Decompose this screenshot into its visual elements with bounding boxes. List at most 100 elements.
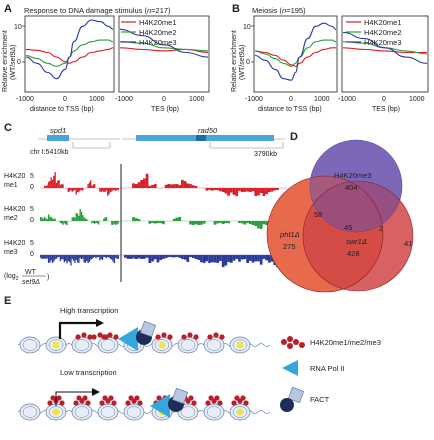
track-bar: [270, 188, 274, 192]
track-bar: [240, 188, 244, 192]
track-bar: [172, 218, 176, 221]
track-bar: [47, 182, 50, 188]
variant-histone-icon: [236, 341, 244, 349]
histone-mark-icon: [205, 400, 211, 406]
rna-pol-ii-legend-icon: [282, 360, 298, 376]
track-bar: [172, 184, 176, 188]
track-bar: [132, 255, 135, 259]
panel-b-xtick: 0: [289, 96, 293, 103]
track-bar: [178, 255, 182, 258]
variant-histone-icon: [52, 341, 60, 349]
track-bar: [229, 188, 233, 193]
fact-legend-icon: [280, 386, 305, 412]
track-bar: [40, 216, 42, 221]
track-bar: [259, 188, 263, 194]
track-bar: [50, 216, 52, 221]
track-bar: [159, 255, 163, 261]
track-bar: [175, 184, 179, 188]
track-bar: [104, 217, 106, 221]
track-bar: [62, 184, 64, 188]
histone-mark-icon: [101, 334, 107, 340]
track-bar: [62, 255, 64, 260]
track-bar: [132, 183, 135, 188]
panel-b-legend: H4K20me1 H4K20me2 H4K20me3: [346, 18, 402, 47]
track-bar: [113, 255, 116, 264]
track-bar: [159, 221, 163, 224]
panel-label-d: D: [290, 131, 298, 143]
track-bar: [65, 221, 67, 225]
variant-histone-icon: [158, 341, 166, 349]
track-bar: [238, 188, 241, 191]
track-bar: [95, 221, 97, 223]
track-bar: [235, 188, 239, 197]
histone-mark-icon: [75, 334, 81, 340]
panel-a-ytick-mid: 0: [17, 59, 21, 66]
track-bar: [109, 255, 112, 259]
track-bar: [49, 180, 51, 188]
track-bar: [178, 185, 182, 188]
svg-text:Relative enrichment: Relative enrichment: [231, 30, 238, 92]
track-bar: [153, 255, 157, 260]
track-bar: [167, 255, 171, 258]
rna-pol-ii-icon: [150, 394, 170, 418]
track-bar: [91, 185, 93, 188]
legend-me2: H4K20me2: [139, 28, 177, 37]
histone-mark-icon: [193, 334, 199, 340]
track-bar: [115, 221, 117, 226]
track-bar: [210, 188, 214, 191]
venn-overlap-shade: [310, 140, 402, 232]
track-bar: [189, 184, 192, 188]
track-bar: [221, 255, 225, 268]
track-bar: [107, 255, 109, 257]
panel-b-xtick: 0: [382, 96, 386, 103]
panel-a-xtick: 1000: [89, 96, 105, 103]
track-bar: [259, 221, 263, 229]
track-bar: [243, 221, 247, 225]
histone-mark-icon: [234, 395, 240, 401]
venn-right-label: swr1Δ: [346, 237, 367, 246]
track-bar: [79, 188, 81, 191]
high-transcription-label: High transcription: [60, 306, 118, 315]
track-bar: [71, 217, 73, 221]
track-bar: [221, 188, 225, 192]
histone-mark-icon: [155, 334, 161, 340]
svg-text:H4K20: H4K20: [4, 173, 26, 180]
track-bar: [93, 255, 96, 257]
histone-mark-icon: [167, 334, 173, 340]
panel-b-tss-lines: [254, 22, 337, 81]
histone-mark-icon: [73, 400, 79, 406]
track-bar: [197, 255, 201, 260]
histone-mark-icon: [87, 334, 93, 340]
panel-label-e: E: [4, 295, 11, 307]
track-bar: [216, 188, 220, 191]
track-bar: [87, 184, 89, 188]
track-bar: [45, 186, 47, 188]
legend-me1: H4K20me1: [364, 18, 402, 27]
track-bar: [205, 188, 209, 191]
panel-b-ylabel: Relative enrichment (WT/set9Δ): [231, 30, 246, 92]
svg-text:(WT/set9Δ): (WT/set9Δ): [239, 45, 246, 80]
track-bar: [137, 219, 141, 221]
panel-a-tes-frame: [118, 15, 210, 93]
panel-b-xtick: 1000: [409, 96, 425, 103]
histone-mark-icon: [56, 395, 62, 401]
track-bar: [175, 255, 179, 257]
track-bar: [99, 255, 101, 261]
end-label: 3790kb: [254, 151, 277, 158]
track-bar: [202, 255, 206, 264]
svg-text:set9Δ: set9Δ: [22, 279, 40, 286]
panel-a-ylabel: Relative enrichment (WT/set9Δ): [2, 30, 17, 92]
track-bar: [67, 188, 69, 193]
histone-mark-icon: [188, 395, 194, 401]
track-bar: [62, 221, 64, 225]
histone-mark-icon: [187, 332, 193, 338]
track-bar: [213, 188, 217, 191]
track-bar: [267, 255, 271, 263]
track-bar: [104, 188, 106, 192]
histone-mark-icon: [240, 395, 246, 401]
histone-mark-icon: [213, 332, 219, 338]
track-bar: [140, 180, 144, 188]
track-bar: [107, 188, 109, 196]
track-bar: [100, 188, 102, 193]
track-bar: [66, 221, 68, 226]
